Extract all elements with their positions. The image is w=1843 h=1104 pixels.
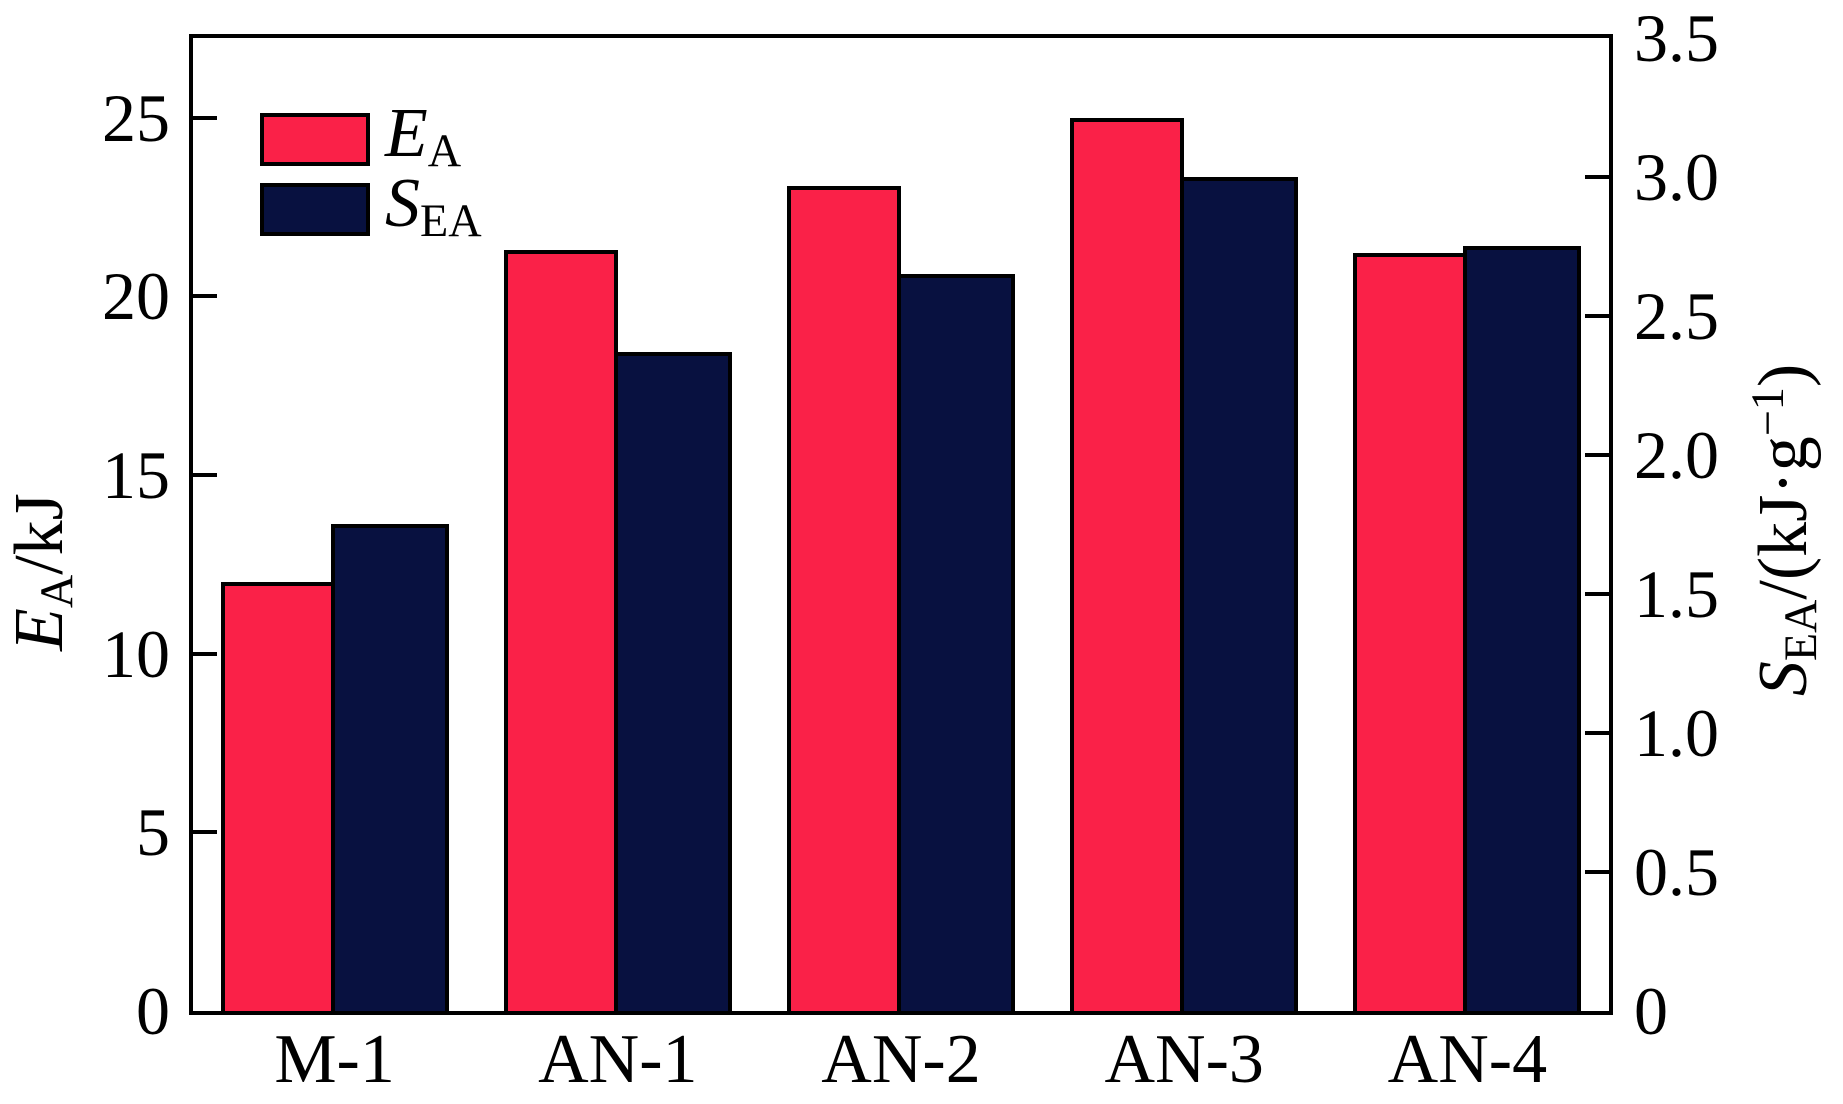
- right-tick-2.5: [1585, 314, 1609, 318]
- right-axis-title-mid: /(kJ·g: [1745, 436, 1822, 600]
- left-tick-20: [193, 294, 217, 299]
- bar-sea-AN-4: [1463, 246, 1582, 1011]
- right-tick-label-1.5: 1.5: [1634, 556, 1719, 632]
- right-tick-2.0: [1585, 453, 1609, 457]
- bar-sea-AN-3: [1180, 177, 1299, 1011]
- plot-area: EA SEA: [189, 34, 1613, 1015]
- legend-label-ea: EA: [385, 99, 461, 174]
- right-tick-label-3.0: 3.0: [1634, 139, 1719, 215]
- right-tick-1.5: [1585, 592, 1609, 596]
- bar-ea-AN-3: [1070, 118, 1185, 1011]
- left-tick-label-25: 25: [102, 79, 170, 156]
- category-label-AN-1: AN-1: [538, 1021, 698, 1098]
- right-axis-title-main: S: [1745, 661, 1822, 697]
- right-tick-3.0: [1585, 175, 1609, 179]
- bar-ea-M-1: [220, 582, 335, 1011]
- right-tick-label-2.5: 2.5: [1634, 278, 1719, 354]
- legend-label-sea-main: S: [385, 165, 420, 242]
- legend-label-ea-sub: A: [427, 125, 462, 177]
- right-tick-0.5: [1585, 870, 1609, 874]
- bar-ea-AN-4: [1353, 253, 1468, 1011]
- legend-label-sea-sub: EA: [420, 195, 482, 247]
- legend-swatch-ea: [260, 113, 370, 166]
- right-tick-label-3.5: 3.5: [1634, 0, 1719, 76]
- right-axis-title-sup: −1: [1741, 387, 1793, 437]
- right-tick-label-2.0: 2.0: [1634, 417, 1719, 493]
- category-label-AN-4: AN-4: [1387, 1021, 1548, 1098]
- left-tick-label-5: 5: [136, 794, 170, 871]
- category-label-AN-2: AN-2: [821, 1021, 981, 1098]
- category-label-M-1: M-1: [274, 1021, 395, 1098]
- left-tick-5: [193, 830, 217, 835]
- left-axis-title-sub: A: [31, 574, 83, 609]
- right-axis-title-sub: EA: [1775, 599, 1827, 662]
- left-tick-label-15: 15: [102, 437, 170, 513]
- left-tick-label-0: 0: [136, 973, 170, 1049]
- right-tick-label-0: 0: [1634, 973, 1668, 1049]
- right-tick-label-1.0: 1.0: [1634, 695, 1719, 771]
- bar-ea-AN-1: [503, 250, 618, 1011]
- legend-swatch-sea: [260, 183, 370, 236]
- right-tick-1.0: [1585, 731, 1609, 735]
- left-tick-label-20: 20: [102, 258, 170, 335]
- left-tick-label-10: 10: [102, 615, 170, 692]
- right-axis-title: SEA/(kJ·g−1): [1742, 364, 1826, 696]
- bar-sea-AN-1: [613, 352, 732, 1011]
- bar-ea-AN-2: [787, 186, 901, 1011]
- category-label-AN-3: AN-3: [1104, 1021, 1264, 1098]
- bar-sea-AN-2: [897, 274, 1015, 1011]
- legend-label-ea-main: E: [385, 95, 428, 172]
- left-tick-25: [193, 115, 217, 120]
- bar-sea-M-1: [330, 524, 449, 1011]
- left-tick-10: [193, 651, 217, 656]
- left-tick-15: [193, 473, 217, 477]
- legend-label-sea: SEA: [385, 169, 482, 244]
- right-tick-label-0.5: 0.5: [1634, 834, 1719, 910]
- right-axis-title-end: ): [1745, 363, 1822, 388]
